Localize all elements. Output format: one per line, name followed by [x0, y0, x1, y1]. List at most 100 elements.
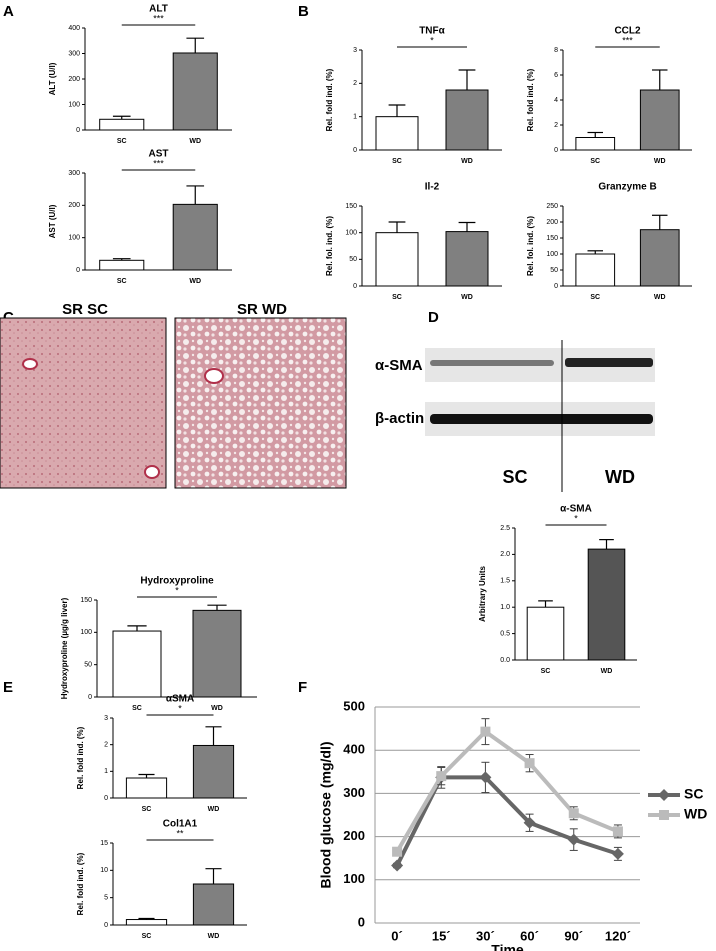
chart: CCL2 Rel. fold ind. (%) 0 2 4 6 8 SC WD ***	[526, 26, 692, 165]
blot-label: WD	[605, 467, 635, 487]
significance: ***	[153, 158, 164, 168]
y-axis-label: Rel. fold ind. (%)	[526, 68, 535, 131]
image-label: SR WD	[237, 301, 287, 318]
panel-letter: A	[3, 3, 14, 20]
chart-title: TNFα	[419, 26, 445, 37]
y-tick-label: 2.0	[500, 551, 510, 558]
x-tick-label: WD	[208, 933, 220, 940]
y-tick-label: 0	[353, 147, 357, 154]
vessel	[204, 368, 224, 384]
series-line	[395, 729, 619, 853]
x-tick-label: 90´	[564, 928, 583, 943]
chart: Hydroxyproline Hydroxyproline (µg/g liver…	[60, 576, 257, 712]
y-tick-label: 200	[343, 828, 365, 843]
bar	[587, 548, 626, 661]
x-tick-label: WD	[654, 294, 666, 301]
x-tick-label: 15´	[432, 928, 451, 943]
y-tick-label: 500	[343, 698, 365, 713]
chart-title: AST	[149, 149, 169, 160]
x-tick-label: WD	[189, 278, 201, 285]
y-tick-label: 100	[68, 235, 80, 242]
x-tick-label: 120´	[605, 928, 631, 943]
marker	[480, 726, 491, 737]
vessel	[144, 465, 160, 479]
y-tick-label: 0	[554, 147, 558, 154]
y-tick-label: 0	[104, 922, 108, 929]
significance: *	[175, 585, 179, 595]
chart: αSMA Rel. fold ind. (%) 0 1 2 3 SC WD *	[76, 694, 247, 813]
y-tick-label: 2	[353, 80, 357, 87]
y-axis-label: ALT (U/l)	[48, 62, 57, 95]
x-tick-label: SC	[142, 806, 152, 813]
chart-title: α-SMA	[560, 504, 592, 515]
y-tick-label: 400	[68, 25, 80, 32]
y-tick-label: 150	[80, 597, 92, 604]
band	[430, 360, 554, 366]
x-tick-label: SC	[117, 278, 127, 285]
marker	[568, 808, 579, 819]
y-tick-label: 50	[349, 256, 357, 263]
y-tick-label: 3	[104, 715, 108, 722]
x-tick-label: 30´	[476, 928, 495, 943]
chart-title: Granzyme B	[598, 182, 656, 193]
y-axis-label: Blood glucose (mg/dl)	[318, 742, 334, 889]
panel-letter: D	[428, 309, 439, 326]
y-tick-label: 1	[353, 114, 357, 121]
chart: AST AST (U/l) 0 100 200 300 SC WD ***	[48, 149, 232, 285]
marker	[392, 846, 403, 857]
images: SR SC SR WD α-SMA β-actin SC WD	[0, 301, 655, 492]
x-tick-label: SC	[392, 158, 402, 165]
y-tick-label: 0	[104, 795, 108, 802]
chart: Il-2 Rel. fol. ind. (%) 0 50 100 150 SC WD	[325, 182, 502, 301]
y-tick-label: 0	[353, 283, 357, 290]
y-tick-label: 2	[104, 742, 108, 749]
chart-title: Il-2	[425, 182, 440, 193]
chart-title: ALT	[149, 4, 168, 15]
significance: ***	[622, 35, 633, 45]
y-tick-label: 3	[353, 47, 357, 54]
significance: *	[430, 35, 434, 45]
bar	[526, 606, 565, 661]
x-tick-label: WD	[654, 158, 666, 165]
y-tick-label: 8	[554, 47, 558, 54]
y-tick-label: 200	[546, 219, 558, 226]
y-tick-label: 250	[546, 203, 558, 210]
bar	[445, 231, 489, 287]
y-tick-label: 15	[100, 840, 108, 847]
chart-title: CCL2	[614, 26, 641, 37]
y-axis-label: Hydroxyproline (µg/g liver)	[60, 597, 69, 699]
bar	[445, 89, 489, 151]
y-axis-label: Rel. fol. ind. (%)	[526, 216, 535, 276]
significance: *	[178, 703, 182, 713]
y-tick-label: 300	[68, 170, 80, 177]
bar	[172, 52, 218, 131]
panel-letter: E	[3, 679, 14, 696]
chart: Granzyme B Rel. fol. ind. (%) 0 50 100 150 200…	[526, 182, 692, 301]
band	[430, 414, 653, 424]
chart-title: αSMA	[166, 694, 194, 705]
y-axis-label: Arbitrary Units	[478, 565, 487, 622]
y-tick-label: 6	[554, 72, 558, 79]
x-tick-label: SC	[541, 668, 551, 675]
marker	[612, 826, 623, 837]
marker	[479, 771, 492, 784]
chart-title: Col1A1	[163, 819, 198, 830]
x-axis-label: Time	[491, 942, 524, 951]
y-tick-label: 2	[554, 122, 558, 129]
bar	[192, 883, 235, 926]
marker	[391, 859, 404, 872]
x-tick-label: 60´	[520, 928, 539, 943]
marker	[436, 771, 447, 782]
blot-label: β-actin	[375, 410, 424, 427]
bar	[575, 137, 616, 151]
y-tick-label: 100	[343, 871, 365, 886]
chart: ALT ALT (U/l) 0 100 200 300 400 SC WD ***	[48, 4, 232, 145]
bar	[99, 118, 145, 131]
band	[565, 358, 653, 367]
x-tick-label: WD	[208, 806, 220, 813]
bar	[575, 253, 616, 287]
bar	[112, 630, 162, 698]
bar	[172, 203, 218, 271]
legend-label: SC	[684, 786, 703, 802]
y-tick-label: 0	[76, 267, 80, 274]
